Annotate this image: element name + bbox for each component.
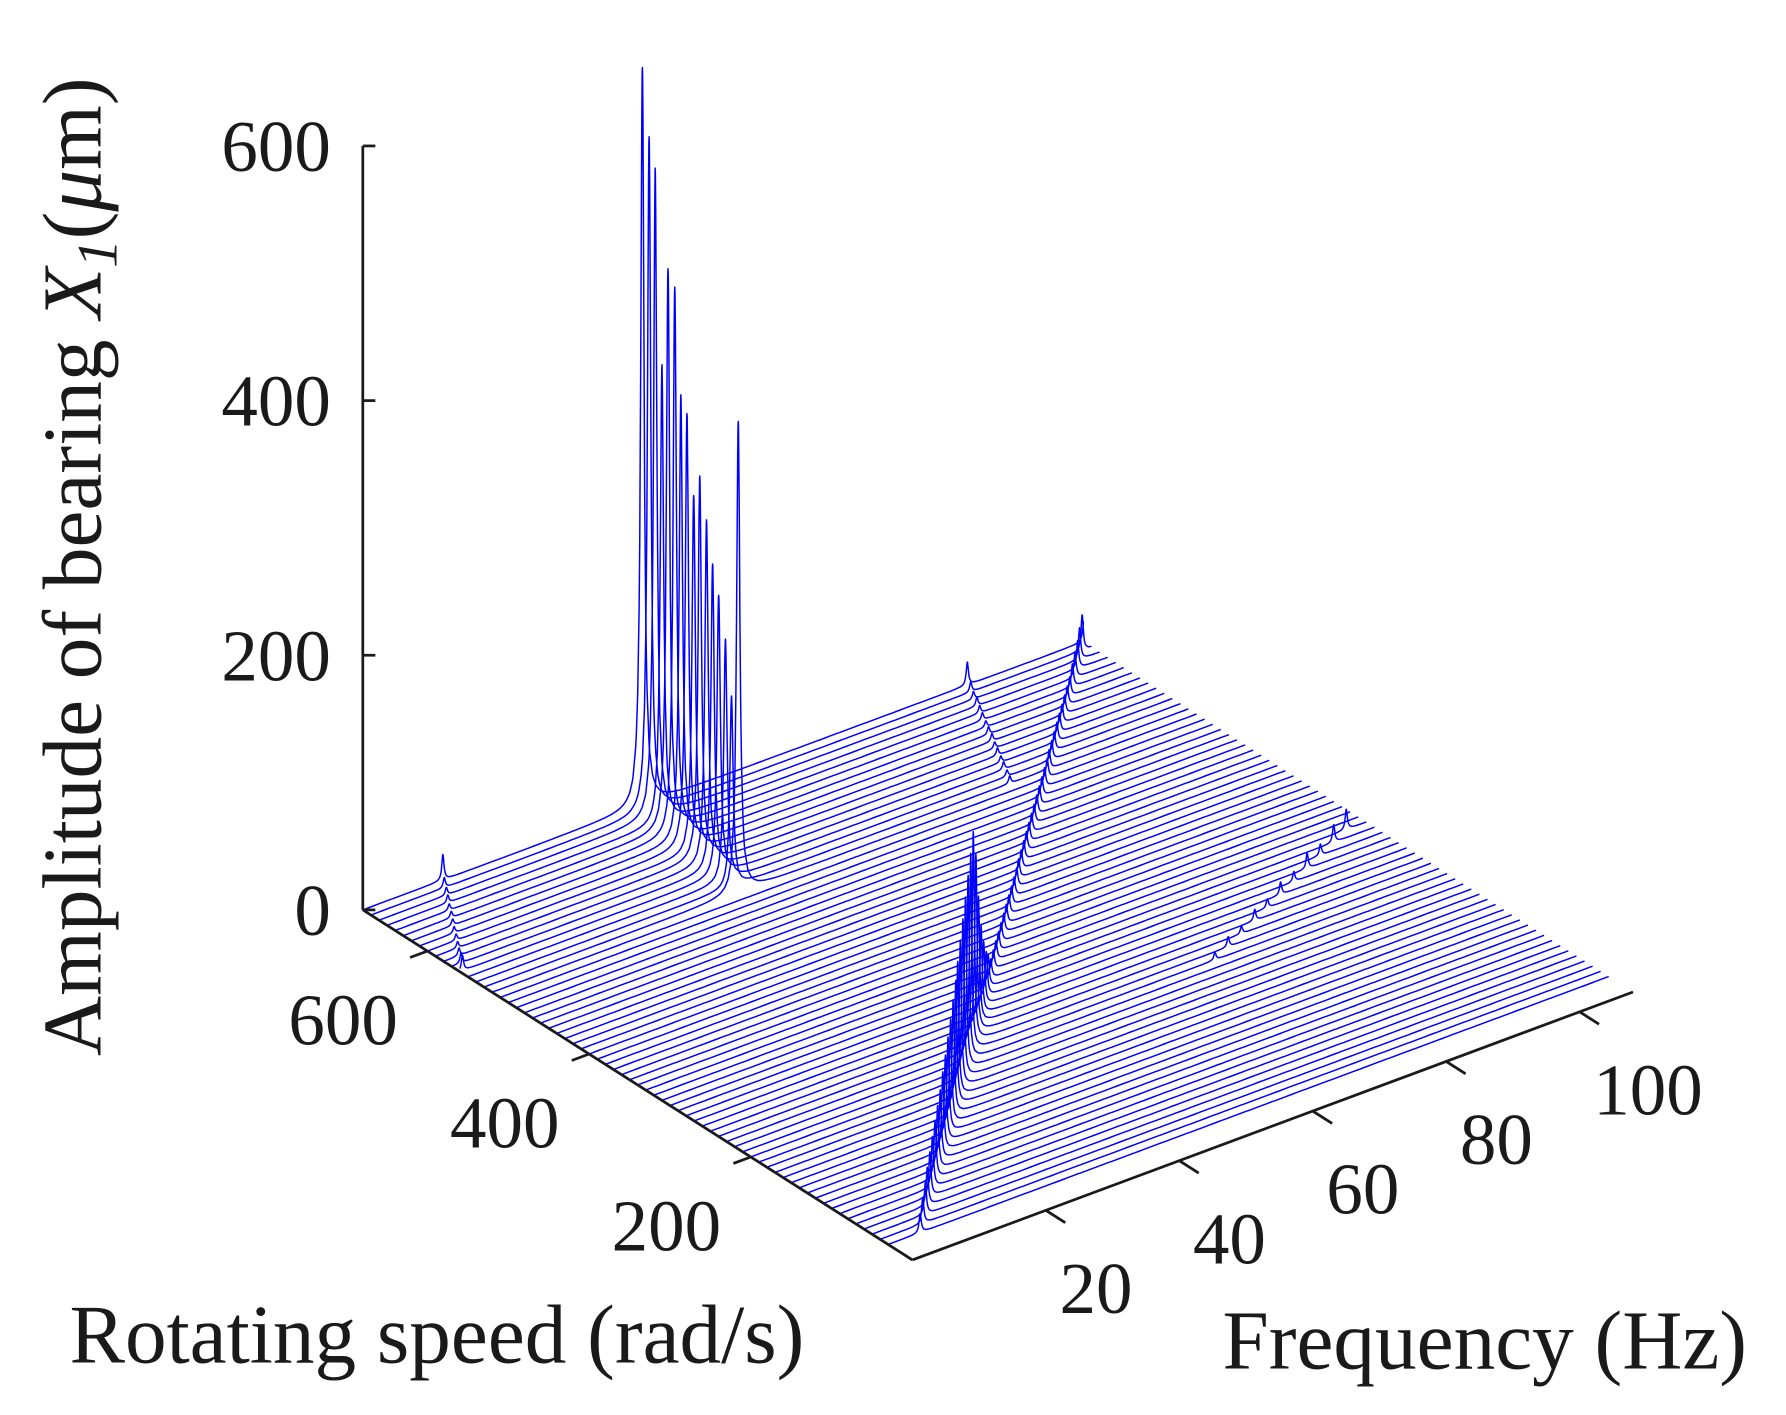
speed-tick-200: [732, 1155, 752, 1165]
speed-tick-label-600: 600: [288, 980, 397, 1061]
spectrum-row-650: [386, 364, 1108, 926]
spectrum-row-550: [467, 638, 1189, 978]
spectrum-row-530: [483, 420, 1205, 988]
spectrum-row-480: [524, 744, 1246, 1014]
speed-tick-400: [571, 1052, 590, 1062]
spectrum-row-230: [726, 852, 1448, 1143]
spectrum-row-400: [588, 785, 1311, 1055]
frequency-tick-80: [1445, 1060, 1467, 1075]
spectrum-row-140: [799, 919, 1521, 1189]
spectrum-row-200: [750, 888, 1472, 1158]
y-axis-title: Rotating speed (rad/s): [69, 1290, 804, 1382]
frequency-tick-40: [1178, 1159, 1200, 1175]
spectrum-row-680: [362, 66, 1085, 911]
spectrum-row-190: [758, 893, 1480, 1163]
spectrum-row-380: [604, 795, 1327, 1065]
spectrum-row-210: [742, 883, 1464, 1153]
spectrum-row-440: [556, 764, 1278, 1035]
spectrum-row-520: [491, 723, 1213, 993]
spectrum-row-30: [887, 975, 1609, 1246]
spectrum-row-150: [790, 914, 1513, 1184]
frequency-tick-20: [1045, 1209, 1066, 1224]
frequency-tick-100: [1578, 1010, 1600, 1026]
spectrum-row-300: [669, 836, 1391, 1107]
z-axis-title-subscript: 1: [67, 239, 130, 267]
z-tick-label-400: 400: [221, 361, 330, 442]
spectrum-row-660: [378, 167, 1100, 921]
spectrum-row-330: [645, 808, 1367, 1091]
spectrum-row-640: [394, 268, 1117, 932]
speed-tick-label-400: 400: [450, 1083, 559, 1164]
spectrum-row-50: [871, 965, 1593, 1235]
z-axis-title-unit-open: (: [28, 212, 120, 240]
spectrum-row-80: [847, 950, 1569, 1220]
spectrum-row-610: [419, 412, 1141, 947]
z-axis-title-prefix: Amplitude of bearing: [28, 319, 120, 1056]
speed-axis-line: [362, 908, 914, 1262]
frequency-tick-label-80: 80: [1460, 1099, 1533, 1180]
spectrum-row-600: [427, 494, 1149, 952]
spectrum-row-220: [734, 874, 1456, 1148]
z-tick-label-600: 600: [221, 106, 330, 187]
spectrum-row-70: [855, 955, 1577, 1225]
spectrum-row-170: [774, 903, 1496, 1174]
z-axis-title-symbol: X: [28, 265, 120, 322]
spectrum-row-470: [532, 749, 1254, 1019]
spectrum-row-460: [540, 754, 1262, 1024]
frequency-tick-60: [1311, 1109, 1333, 1125]
spectrum-row-280: [685, 847, 1407, 1117]
spectrum-row-450: [548, 759, 1270, 1029]
spectrum-row-90: [839, 944, 1561, 1215]
spectrum-row-630: [402, 286, 1125, 937]
spectrum-row-40: [879, 970, 1601, 1240]
spectrum-row-510: [499, 728, 1222, 999]
spectrum-row-180: [766, 898, 1488, 1168]
z-axis-title-unit-rest: m): [28, 77, 120, 169]
frequency-tick-label-100: 100: [1593, 1049, 1702, 1130]
spectrum-row-500: [508, 733, 1230, 1004]
frequency-tick-label-20: 20: [1060, 1248, 1133, 1329]
spectrum-row-590: [435, 475, 1157, 957]
spectrum-row-390: [596, 790, 1319, 1060]
x-axis-title: Frequency (Hz): [1223, 1295, 1748, 1387]
spectrum-row-430: [564, 769, 1286, 1040]
spectrum-row-540: [475, 695, 1197, 983]
spectrum-row-320: [653, 823, 1375, 1096]
speed-tick-600: [409, 949, 428, 959]
z-tick-label-0: 0: [294, 870, 330, 951]
z-tick-label-200: 200: [221, 615, 330, 696]
tick-labels: 0 200 400 600 200 400 600 20 40 60 80 100: [221, 106, 1702, 1329]
speed-tick-label-200: 200: [612, 1185, 721, 1266]
spectrum-row-620: [411, 394, 1133, 942]
z-axis-title-unit-mu: μ: [28, 170, 120, 213]
spectrum-rows: [362, 66, 1609, 1246]
axes: [361, 144, 1634, 1262]
spectrum-row-60: [863, 960, 1585, 1230]
spectrum-row-490: [516, 739, 1238, 1009]
spectrum-row-270: [693, 852, 1416, 1122]
spectrum-row-250: [710, 853, 1432, 1132]
spectrum-row-670: [370, 135, 1092, 916]
spectrum-row-290: [677, 842, 1399, 1112]
spectrum-row-340: [637, 816, 1359, 1086]
spectrum-row-560: [459, 594, 1181, 969]
spectrum-row-110: [823, 934, 1545, 1204]
frequency-tick-label-40: 40: [1193, 1198, 1266, 1279]
frequency-tick-label-60: 60: [1326, 1149, 1399, 1230]
spectrum-row-160: [782, 908, 1504, 1179]
spectrum-row-100: [831, 939, 1553, 1210]
frequency-axis-line: [911, 990, 1634, 1262]
spectrum-row-240: [718, 830, 1440, 1138]
spectrum-row-260: [701, 857, 1424, 1127]
spectrum-row-350: [629, 811, 1351, 1081]
z-axis-title: Amplitude of bearing X1(μm): [28, 77, 130, 1056]
